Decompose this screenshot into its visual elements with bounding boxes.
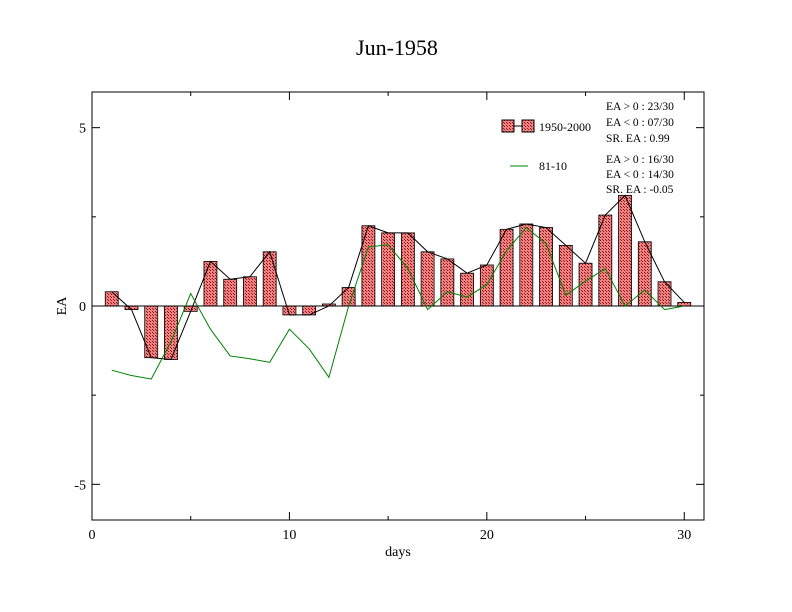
legend-label-1950-2000: 1950-2000 bbox=[539, 120, 591, 134]
series-line-81-10 bbox=[111, 226, 685, 380]
chart-title: Jun-1958 bbox=[356, 35, 438, 60]
bar bbox=[618, 195, 632, 307]
x-tick-label: 30 bbox=[677, 528, 691, 543]
y-tick-label: -5 bbox=[74, 478, 86, 493]
bar bbox=[361, 225, 376, 307]
bar bbox=[519, 223, 534, 307]
stat-ea-neg-1950: EA < 0 : 07/30 bbox=[606, 117, 674, 129]
x-tick-label: 0 bbox=[89, 528, 96, 543]
bar bbox=[657, 281, 672, 307]
bar bbox=[499, 228, 514, 307]
legend-bar-swatch-left bbox=[501, 119, 515, 133]
y-tick-label: 0 bbox=[79, 300, 86, 315]
bar bbox=[104, 291, 119, 307]
legend-label-81-10: 81-10 bbox=[539, 159, 567, 173]
bar bbox=[558, 244, 573, 307]
stat-sr-8110: SR. EA : -0.05 bbox=[606, 184, 674, 196]
stat-ea-pos-8110: EA > 0 : 16/30 bbox=[606, 154, 674, 166]
x-axis-label: days bbox=[385, 545, 411, 560]
bar bbox=[243, 276, 257, 307]
bar bbox=[479, 264, 494, 307]
bar bbox=[440, 258, 455, 307]
bar bbox=[223, 278, 238, 307]
legend: 1950-2000 81-10 EA > 0 : 23/30 EA < 0 : … bbox=[501, 101, 674, 196]
legend-bar-swatch-right bbox=[521, 119, 535, 133]
x-tick-label: 10 bbox=[282, 528, 296, 543]
x-tick-label: 20 bbox=[480, 528, 494, 543]
series-line-1950-2000 bbox=[111, 194, 685, 361]
stat-sr-1950: SR. EA : 0.99 bbox=[606, 133, 670, 145]
bar bbox=[420, 251, 435, 307]
bar bbox=[677, 302, 692, 307]
bar bbox=[598, 214, 613, 307]
bar bbox=[460, 272, 474, 307]
stat-ea-neg-8110: EA < 0 : 14/30 bbox=[606, 169, 674, 181]
stat-ea-pos-1950: EA > 0 : 23/30 bbox=[606, 101, 674, 113]
bar bbox=[341, 287, 356, 307]
bar bbox=[164, 305, 178, 360]
bar bbox=[144, 305, 159, 359]
bar bbox=[262, 251, 277, 307]
bar bbox=[302, 305, 317, 316]
bar bbox=[203, 261, 218, 307]
y-tick-label: 5 bbox=[79, 122, 86, 137]
bar bbox=[381, 232, 396, 307]
y-axis-label: EA bbox=[55, 296, 70, 316]
